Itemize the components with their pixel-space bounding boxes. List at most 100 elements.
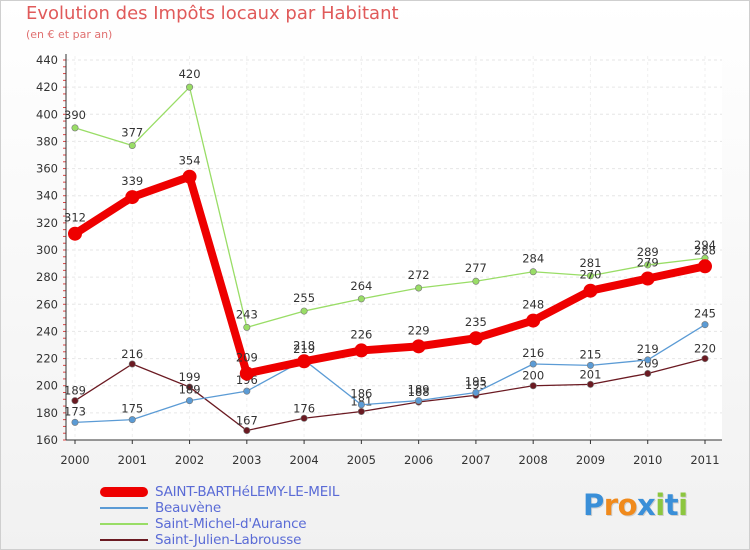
data-label: 420 xyxy=(179,67,201,81)
data-label: 245 xyxy=(694,307,716,321)
y-tick-label: 300 xyxy=(36,243,58,257)
y-tick-label: 420 xyxy=(36,80,58,94)
y-tick-label: 160 xyxy=(36,433,58,447)
data-label: 173 xyxy=(64,404,86,418)
data-point xyxy=(300,307,308,315)
data-label: 220 xyxy=(694,342,716,356)
legend-swatch xyxy=(100,539,148,541)
data-point xyxy=(526,313,541,328)
logo-letter: r xyxy=(603,488,618,522)
data-label: 219 xyxy=(293,342,315,356)
y-tick-label: 400 xyxy=(36,107,58,121)
logo-letter: t xyxy=(664,488,679,522)
data-point xyxy=(297,354,312,369)
data-point xyxy=(586,272,594,280)
data-label: 284 xyxy=(522,252,544,266)
data-label: 189 xyxy=(179,383,201,397)
y-tick-label: 180 xyxy=(36,406,58,420)
data-point xyxy=(128,416,136,424)
series-line xyxy=(74,86,706,329)
data-label: 218 xyxy=(293,338,315,352)
data-label: 277 xyxy=(465,261,487,275)
data-label: 354 xyxy=(179,154,201,168)
data-point xyxy=(529,382,537,390)
data-label: 377 xyxy=(121,126,143,140)
legend-label: Beauvène xyxy=(155,500,221,516)
data-point xyxy=(125,190,140,205)
data-point xyxy=(586,380,594,388)
data-label: 279 xyxy=(637,256,659,270)
data-label: 339 xyxy=(121,174,143,188)
series-line xyxy=(71,172,709,378)
data-label: 195 xyxy=(465,375,487,389)
data-point xyxy=(71,124,79,132)
data-point xyxy=(182,169,197,184)
data-point xyxy=(300,414,308,422)
data-label: 216 xyxy=(522,346,544,360)
data-point xyxy=(71,418,79,426)
series-line xyxy=(74,323,706,424)
y-tick-label: 360 xyxy=(36,162,58,176)
y-tick-label: 440 xyxy=(36,53,58,67)
data-label: 264 xyxy=(350,279,372,293)
data-label: 229 xyxy=(408,323,430,337)
x-tick-label: 2011 xyxy=(690,453,719,467)
data-label: 219 xyxy=(637,342,659,356)
data-point xyxy=(243,426,251,434)
y-tick-label: 220 xyxy=(36,352,58,366)
logo-letter: x xyxy=(637,488,656,522)
data-label: 188 xyxy=(408,385,430,399)
data-label: 199 xyxy=(179,370,201,384)
data-label: 390 xyxy=(64,108,86,122)
data-label: 215 xyxy=(579,347,601,361)
data-point xyxy=(357,407,365,415)
y-tick-label: 200 xyxy=(36,379,58,393)
data-point xyxy=(415,284,423,292)
data-point xyxy=(640,271,655,286)
proxiti-logo: Proxiti xyxy=(583,488,688,522)
x-tick-label: 2002 xyxy=(175,453,204,467)
data-point xyxy=(698,259,712,274)
legend-label: Saint-Michel-d'Aurance xyxy=(155,516,307,532)
data-label: 226 xyxy=(350,327,372,341)
data-point xyxy=(415,397,423,405)
data-point xyxy=(644,369,652,377)
y-tick-label: 240 xyxy=(36,324,58,338)
y-tick-label: 380 xyxy=(36,134,58,148)
data-label: 294 xyxy=(694,238,716,252)
data-point xyxy=(529,360,537,368)
logo-letter: i xyxy=(678,488,688,522)
data-point xyxy=(243,387,251,395)
data-label: 189 xyxy=(64,384,86,398)
x-tick-label: 2007 xyxy=(461,453,490,467)
data-label: 248 xyxy=(522,298,544,312)
data-point xyxy=(128,360,136,368)
data-label: 209 xyxy=(236,351,258,365)
data-label: 312 xyxy=(64,211,86,225)
x-tick-label: 2005 xyxy=(347,453,376,467)
logo-letter: i xyxy=(655,488,665,522)
data-point xyxy=(583,283,598,298)
data-point xyxy=(239,366,254,381)
x-tick-label: 2004 xyxy=(289,453,318,467)
data-label: 176 xyxy=(293,401,315,415)
data-point xyxy=(186,83,194,91)
x-tick-label: 2010 xyxy=(633,453,662,467)
data-point xyxy=(529,268,537,276)
x-tick-label: 2000 xyxy=(60,453,89,467)
data-label: 167 xyxy=(236,414,258,428)
data-point xyxy=(186,383,194,391)
data-point xyxy=(354,343,369,358)
data-label: 288 xyxy=(694,243,716,257)
chart-subtitle: (en € et par an) xyxy=(26,28,113,41)
data-point xyxy=(68,226,82,241)
data-label: 281 xyxy=(579,256,601,270)
data-label: 189 xyxy=(408,383,430,397)
legend-label: SAINT-BARTHéLEMY-LE-MEIL xyxy=(155,484,340,500)
chart-title: Evolution des Impôts locaux par Habitant xyxy=(26,3,399,24)
data-label: 201 xyxy=(579,367,601,381)
logo-letter: P xyxy=(583,488,604,522)
data-point xyxy=(468,331,483,346)
data-label: 255 xyxy=(293,291,315,305)
